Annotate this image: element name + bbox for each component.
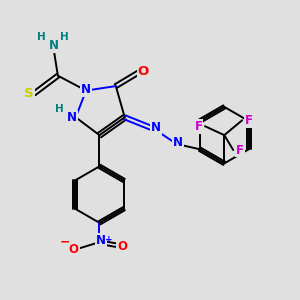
Text: N: N xyxy=(48,39,59,52)
Text: H: H xyxy=(55,104,64,114)
Text: +: + xyxy=(105,235,112,244)
Text: F: F xyxy=(194,120,202,133)
Text: N: N xyxy=(96,234,106,247)
Text: H: H xyxy=(60,32,69,42)
Text: N: N xyxy=(67,111,77,124)
Text: O: O xyxy=(138,65,149,78)
Text: H: H xyxy=(37,32,45,42)
Text: N: N xyxy=(81,82,91,96)
Text: O: O xyxy=(117,240,128,253)
Text: N: N xyxy=(151,121,161,134)
Text: O: O xyxy=(69,243,79,256)
Text: −: − xyxy=(59,235,70,248)
Text: F: F xyxy=(236,143,244,157)
Text: S: S xyxy=(24,87,34,100)
Text: F: F xyxy=(245,114,253,127)
Text: N: N xyxy=(173,136,183,149)
